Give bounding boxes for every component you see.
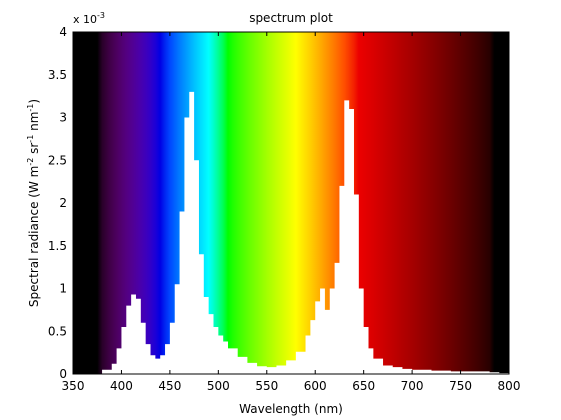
under-curve-fill (102, 91, 509, 374)
x-tick-label: 700 (401, 379, 424, 393)
x-axis: 350 400 450 500 550 600 650 700 750 800 (62, 32, 521, 393)
y-axis-label-part: -2 (26, 158, 35, 166)
x-axis-label: Wavelength (nm) (239, 402, 343, 416)
y-axis: 0 0.5 1 1.5 2 2.5 3 3.5 4 (48, 25, 509, 381)
y-exponent-label: x 10-3 (73, 11, 105, 26)
y-tick-label: 2 (59, 196, 67, 210)
chart-title: spectrum plot (249, 11, 333, 25)
x-tick-label: 400 (110, 379, 133, 393)
y-axis-label-part: sr (27, 143, 41, 158)
y-tick-label: 0.5 (48, 324, 67, 338)
x-tick-label: 450 (158, 379, 181, 393)
x-tick-label: 650 (352, 379, 375, 393)
y-axis-label: Spectral radiance (W m-2 sr-1 nm-1) (26, 99, 41, 307)
x-tick-label: 750 (449, 379, 472, 393)
y-tick-label: 1 (59, 282, 67, 296)
y-tick-label: 0 (59, 367, 67, 381)
x-tick-label: 350 (62, 379, 85, 393)
y-axis-label-part: nm (27, 112, 41, 135)
y-tick-label: 2.5 (48, 153, 67, 167)
spectrum-band (73, 32, 509, 374)
y-tick-label: 3 (59, 111, 67, 125)
y-tick-label: 4 (59, 25, 67, 39)
x-tick-label: 800 (498, 379, 521, 393)
y-exponent-base: x 10 (73, 13, 97, 26)
y-axis-label-part: -1 (26, 104, 35, 112)
y-exponent-power: -3 (97, 11, 105, 20)
x-tick-label: 600 (304, 379, 327, 393)
y-axis-label-part: -1 (26, 135, 35, 143)
y-tick-label: 3.5 (48, 68, 67, 82)
x-tick-label: 550 (255, 379, 278, 393)
y-axis-label-part: ) (27, 99, 41, 104)
y-axis-label-part: Spectral radiance (W m (27, 166, 41, 307)
x-tick-label: 500 (207, 379, 230, 393)
y-tick-label: 1.5 (48, 239, 67, 253)
